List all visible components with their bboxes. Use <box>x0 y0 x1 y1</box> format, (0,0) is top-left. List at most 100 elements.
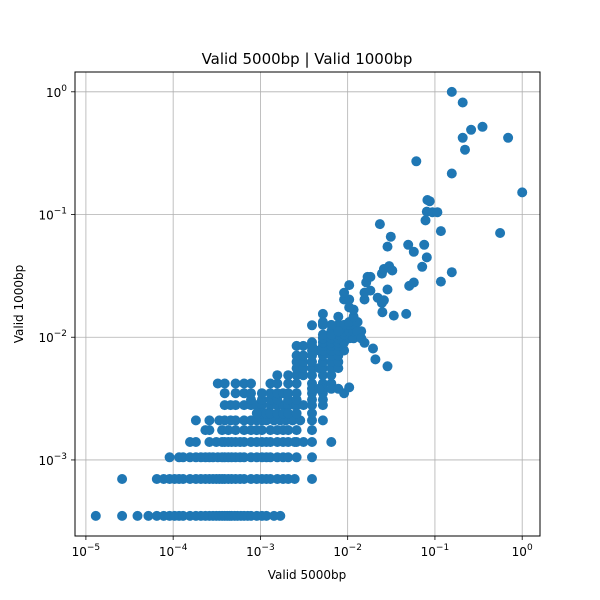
scatter-point <box>307 341 317 352</box>
scatter-point <box>408 246 419 257</box>
scatter-point <box>420 215 431 226</box>
scatter-point <box>230 425 241 436</box>
scatter-point <box>446 168 457 179</box>
scatter-point <box>424 196 435 207</box>
y-tick-label: 10−3 <box>38 452 67 468</box>
scatter-point <box>143 510 154 521</box>
scatter-point <box>117 474 128 484</box>
scatter-point <box>344 280 355 291</box>
scatter-point <box>365 271 376 282</box>
scatter-point <box>283 452 294 463</box>
scatter-point <box>314 383 325 394</box>
scatter-point <box>359 294 370 305</box>
scatter-point <box>223 425 234 436</box>
scatter-point <box>178 510 189 521</box>
scatter-point <box>230 388 241 399</box>
scatter-point <box>298 437 309 447</box>
scatter-point <box>307 383 317 394</box>
scatter-point <box>408 277 419 288</box>
x-tick-label: 100 <box>512 543 533 559</box>
scatter-point <box>477 121 488 132</box>
scatter-point <box>382 241 393 252</box>
scatter-point <box>466 124 477 135</box>
scatter-point <box>307 452 317 463</box>
scatter-point <box>457 132 468 143</box>
x-axis-label: Valid 5000bp <box>268 568 347 582</box>
scatter-point <box>291 437 302 447</box>
scatter-point <box>421 252 432 263</box>
y-axis-ticks: 10−3 10−2 10−1 100 <box>38 84 75 468</box>
scatter-point <box>219 378 230 389</box>
scatter-point <box>419 239 430 250</box>
scatter-point <box>446 86 457 97</box>
scatter-point <box>307 415 317 426</box>
scatter-point <box>435 226 446 237</box>
scatter-point <box>230 415 241 426</box>
scatter-point <box>283 378 294 389</box>
scatter-point <box>212 378 223 389</box>
scatter-point <box>382 361 393 372</box>
y-tick-label: 10−2 <box>38 329 67 345</box>
scatter-point <box>377 307 388 318</box>
y-tick-label: 100 <box>46 84 67 100</box>
scatter-point <box>239 388 250 399</box>
scatter-point <box>291 388 302 399</box>
scatter-point <box>265 437 276 447</box>
scatter-point <box>326 383 337 394</box>
scatter-point <box>239 415 250 426</box>
scatter-point <box>385 231 396 242</box>
scatter-point <box>411 156 422 167</box>
scatter-point <box>219 388 230 399</box>
x-tick-label: 10−4 <box>159 543 188 559</box>
scatter-point <box>365 285 376 296</box>
scatter-point <box>359 337 370 348</box>
scatter-point <box>283 370 294 381</box>
scatter-point <box>298 340 309 351</box>
y-tick-label: 10−1 <box>38 207 67 223</box>
scatter-point <box>204 425 215 436</box>
scatter-point <box>457 97 468 108</box>
scatter-point <box>272 370 283 381</box>
scatter-point <box>326 370 337 381</box>
scatter-point <box>239 474 250 484</box>
scatter-point <box>382 284 393 295</box>
scatter-point <box>239 425 250 436</box>
scatter-point <box>344 382 355 393</box>
scatter-point <box>333 311 344 322</box>
scatter-point <box>151 510 162 521</box>
x-tick-label: 10−5 <box>72 543 101 559</box>
scatter-point <box>291 408 302 419</box>
scatter-point <box>239 452 250 463</box>
grid-lines <box>75 72 540 536</box>
scatter-point <box>178 452 189 463</box>
scatter-point <box>403 239 414 250</box>
scatter-point <box>239 400 250 411</box>
scatter-point <box>446 267 457 278</box>
scatter-point <box>283 408 294 419</box>
scatter-point <box>265 388 276 399</box>
scatter-point <box>517 187 528 198</box>
scatter-point <box>298 400 309 411</box>
scatter-point <box>261 510 272 521</box>
scatter-point <box>289 474 300 484</box>
x-tick-label: 10−1 <box>421 543 450 559</box>
scatter-point <box>230 400 241 411</box>
scatter-point <box>291 425 302 436</box>
scatter-point <box>230 378 241 389</box>
scatter-point <box>265 474 276 484</box>
scatter-point <box>298 350 309 361</box>
scatter-point <box>388 310 399 321</box>
scatter-point <box>339 287 350 298</box>
scatter-point <box>307 370 317 381</box>
scatter-point <box>251 408 262 419</box>
scatter-point <box>239 378 250 389</box>
scatter-point <box>326 437 337 447</box>
scatter-point <box>90 510 101 521</box>
scatter-point <box>307 437 317 447</box>
scatter-point <box>298 370 309 381</box>
scatter-point <box>117 510 128 521</box>
scatter-point <box>256 388 267 399</box>
scatter-point <box>204 415 215 426</box>
scatter-point <box>178 474 189 484</box>
